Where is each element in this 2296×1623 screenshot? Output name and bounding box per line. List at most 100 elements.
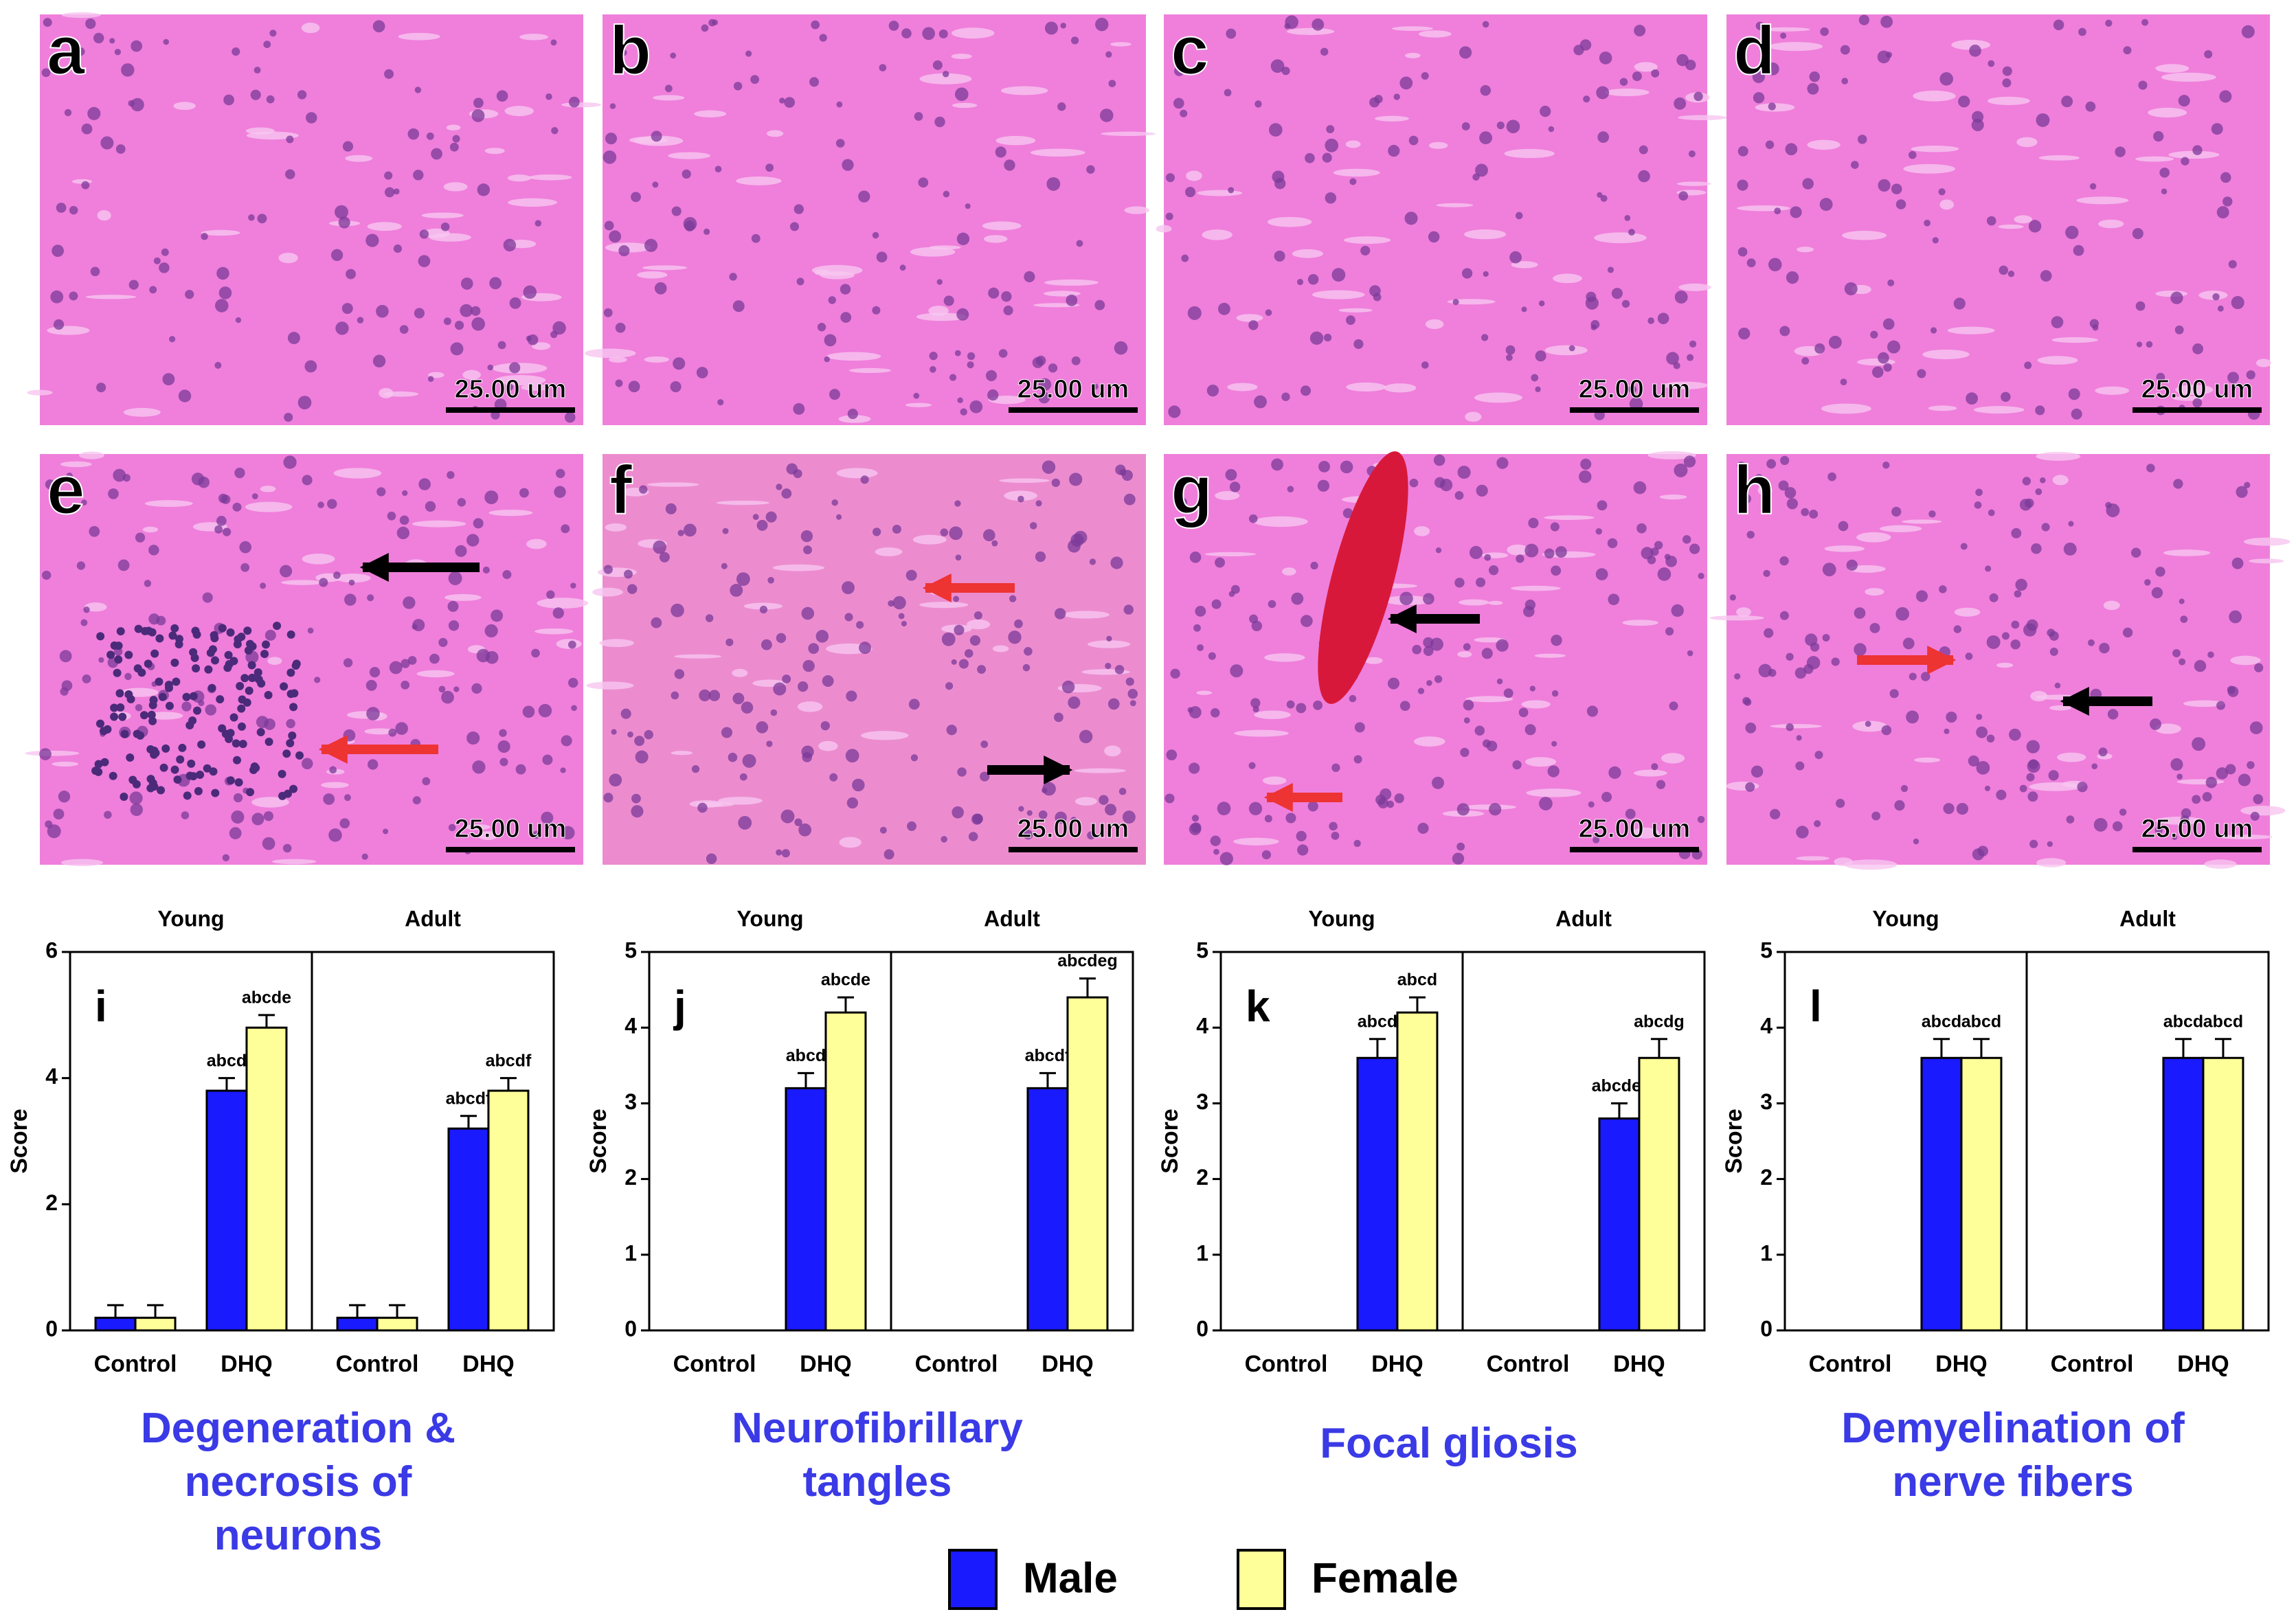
nucleus xyxy=(552,321,566,335)
nucleus xyxy=(1608,593,1620,606)
nucleus xyxy=(109,771,117,780)
nucleus xyxy=(1463,699,1474,711)
nucleus xyxy=(372,354,386,367)
nucleus xyxy=(714,166,722,173)
nucleus xyxy=(388,728,397,737)
panel-letter: e xyxy=(47,451,85,528)
nucleus xyxy=(781,488,792,499)
nucleus xyxy=(1805,633,1818,646)
nucleus xyxy=(477,183,490,196)
nucleus xyxy=(137,668,146,677)
bar xyxy=(1598,1117,1641,1332)
x-tick-label: DHQ xyxy=(462,1351,515,1377)
x-tick-label: Control xyxy=(2051,1351,2134,1377)
nucleus xyxy=(108,488,119,499)
nucleus xyxy=(1421,361,1429,369)
nucleus xyxy=(951,659,957,665)
nucleus xyxy=(794,818,802,826)
nucleus xyxy=(1796,735,1802,741)
nucleus xyxy=(1975,488,1983,497)
nucleus xyxy=(1801,508,1810,517)
nucleus xyxy=(1976,726,1988,738)
nucleus xyxy=(954,624,965,635)
nucleus xyxy=(829,389,840,400)
nucleus xyxy=(1503,688,1513,699)
nucleus xyxy=(1953,625,1962,633)
nucleus xyxy=(282,843,292,853)
nucleus xyxy=(412,796,421,805)
nucleus xyxy=(1474,725,1485,736)
nucleus xyxy=(2144,579,2151,586)
tissue-streak xyxy=(97,210,111,221)
bar xyxy=(336,1317,379,1332)
tissue-streak xyxy=(2168,150,2220,159)
bar xyxy=(245,1026,288,1332)
nucleus xyxy=(473,98,484,109)
nucleus xyxy=(835,139,845,148)
nucleus xyxy=(81,499,87,506)
error-bar xyxy=(837,996,854,1013)
nucleus xyxy=(266,95,275,104)
nucleus xyxy=(603,565,613,574)
nucleus xyxy=(628,381,640,393)
nucleus xyxy=(1094,299,1105,310)
tissue-streak xyxy=(1939,199,1954,210)
nucleus xyxy=(2192,145,2203,155)
nucleus xyxy=(509,362,521,374)
nucleus xyxy=(969,635,981,646)
tissue-streak xyxy=(644,356,669,363)
nucleus xyxy=(1480,84,1492,96)
value-label: abcdeg xyxy=(1057,951,1118,971)
nucleus xyxy=(109,38,115,44)
nucleus xyxy=(1882,318,1895,330)
nucleus xyxy=(106,650,115,659)
nucleus xyxy=(1524,599,1536,611)
nucleus xyxy=(124,650,133,659)
nucleus xyxy=(1920,672,1931,681)
nucleus xyxy=(1790,206,1802,218)
nucleus xyxy=(564,411,576,423)
nucleus xyxy=(1452,852,1465,865)
nucleus xyxy=(940,528,949,536)
nucleus xyxy=(497,740,510,753)
nucleus xyxy=(1698,572,1704,580)
nucleus xyxy=(664,84,673,93)
nucleus xyxy=(1254,100,1262,108)
bar xyxy=(134,1317,177,1332)
nucleus xyxy=(2092,324,2099,331)
nucleus xyxy=(1024,647,1033,656)
nucleus xyxy=(280,682,289,691)
nucleus xyxy=(1038,391,1050,404)
tissue-streak xyxy=(2038,155,2080,161)
nucleus xyxy=(471,109,485,122)
nucleus xyxy=(1840,378,1847,386)
nucleus xyxy=(203,764,212,773)
nucleus xyxy=(131,40,143,52)
value-label: abcd xyxy=(1397,971,1437,990)
nucleus xyxy=(1226,28,1237,39)
error-bar xyxy=(1972,1038,1990,1058)
tissue-streak xyxy=(952,102,978,109)
nucleus xyxy=(41,68,51,78)
scale-label: 25.00 um xyxy=(2141,815,2253,843)
nucleus xyxy=(765,511,777,523)
nucleus xyxy=(42,570,52,580)
nucleus xyxy=(1796,826,1809,839)
nucleus xyxy=(1123,604,1134,615)
nucleus xyxy=(1770,808,1781,819)
nucleus xyxy=(1496,639,1509,652)
nucleus xyxy=(210,634,219,643)
nucleus xyxy=(93,32,104,44)
nucleus xyxy=(603,150,617,164)
nucleus xyxy=(729,273,737,281)
facet-label: Adult xyxy=(2119,906,2176,931)
tissue-streak xyxy=(1474,392,1522,403)
tissue-streak xyxy=(1465,411,1482,422)
nucleus xyxy=(1632,71,1642,82)
nucleus xyxy=(808,643,820,655)
nucleus xyxy=(1323,333,1332,342)
nucleus xyxy=(779,98,785,104)
legend-swatch xyxy=(948,1549,998,1610)
nucleus xyxy=(1404,212,1418,225)
nucleus xyxy=(958,659,969,669)
